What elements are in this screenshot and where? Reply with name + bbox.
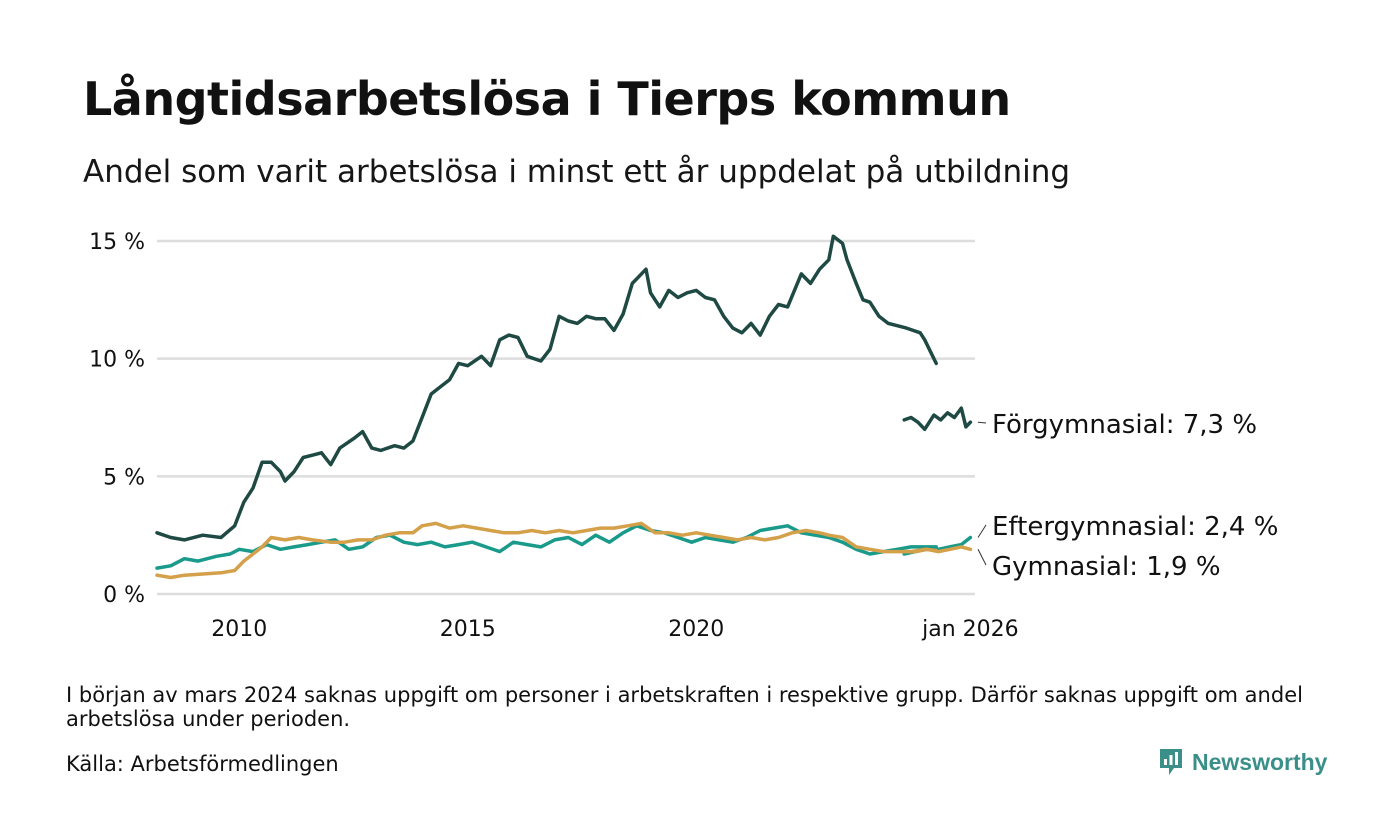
y-tick-label: 10 %: [89, 348, 145, 373]
line-chart: 0 % 5 % 10 % 15 % 2010 2015 2020 jan 2026 Förg…: [89, 230, 1278, 642]
series-line-5: [902, 545, 973, 554]
brand-name: Newsworthy: [1192, 748, 1328, 775]
label-leader-line: [977, 549, 987, 566]
series-end-label: Eftergymnasial: 2,4 %: [992, 512, 1278, 542]
series-end-label: Förgymnasial: 7,3 %: [992, 410, 1257, 440]
chart-subtitle: Andel som varit arbetslösa i minst ett å…: [83, 154, 1071, 190]
x-tick-label: 2015: [440, 617, 496, 642]
series-lines: [155, 234, 973, 580]
x-tick-label: 2020: [668, 617, 724, 642]
newsworthy-logo[interactable]: Newsworthy: [1158, 747, 1327, 777]
x-tick-label: jan 2026: [921, 617, 1019, 642]
newsworthy-logo-icon: [1160, 749, 1182, 775]
source-credit: Källa: Arbetsförmedlingen: [66, 752, 339, 776]
chart-title: Långtidsarbetslösa i Tierps kommun: [83, 72, 1011, 126]
x-tick-label: 2010: [211, 617, 267, 642]
label-leader-line: [977, 421, 987, 424]
series-end-label: Gymnasial: 1,9 %: [992, 552, 1221, 582]
series-line-1: [902, 406, 973, 432]
grid-lines: [157, 239, 975, 596]
end-labels: Förgymnasial: 7,3 % Eftergymnasial: 2,4 %…: [977, 410, 1278, 582]
y-tick-label: 15 %: [89, 230, 145, 255]
series-line-4: [155, 521, 938, 580]
label-leader-line: [977, 524, 987, 538]
y-axis-ticks: 0 % 5 % 10 % 15 %: [89, 230, 145, 608]
y-tick-label: 0 %: [103, 583, 145, 608]
series-line-2: [155, 524, 938, 570]
x-axis-ticks: 2010 2015 2020 jan 2026: [211, 617, 1018, 642]
footnote: I början av mars 2024 saknas uppgift om …: [66, 683, 1303, 731]
y-tick-label: 5 %: [103, 465, 145, 490]
series-line-0: [155, 234, 938, 542]
